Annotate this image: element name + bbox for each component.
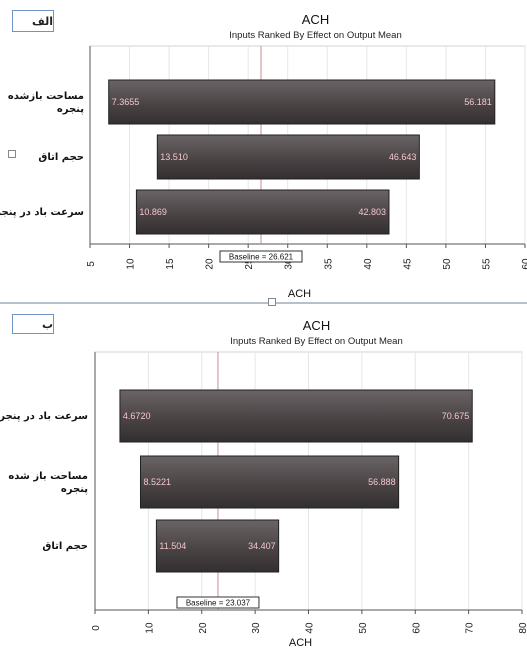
x-tick-label: 40 [305,622,316,634]
chart-subtitle: Inputs Ranked By Effect on Output Mean [229,30,402,41]
chart-subtitle: Inputs Ranked By Effect on Output Mean [230,336,403,347]
bar-high-label: 56.888 [368,477,396,487]
bar-low-label: 11.504 [159,541,186,551]
x-tick-label: 25 [244,258,255,270]
chart-title: ACH [303,318,330,333]
chart-a-svg: ACH Inputs Ranked By Effect on Output Mea… [0,12,527,300]
x-tick-label: 50 [442,258,453,270]
category-label-line: حجم اتاق [38,152,84,163]
panel-tag-a: الف [12,10,54,32]
baseline-box [176,596,260,609]
resize-handle-left[interactable] [8,150,16,158]
bar-high-label: 42.803 [358,207,386,217]
category-label: سرعت باد در پنجره [0,411,88,422]
x-tick-label: 60 [521,258,527,270]
x-tick-label: 5 [86,261,97,267]
category-label-line: حجم اتاق [42,541,88,552]
x-tick-label: 35 [323,258,334,270]
x-tick-label: 10 [144,622,155,634]
x-tick-label: 15 [165,258,176,270]
x-tick-label: 60 [411,622,422,634]
bar-high-label: 70.675 [442,411,470,421]
bar-low-label: 7.3655 [112,97,140,107]
x-tick-label: 30 [284,258,295,270]
category-label-line: مساحت بازشده [8,91,84,102]
category-label-line: پنجره [57,104,84,115]
category-label-line: سرعت باد در پنجره [0,411,88,422]
x-tick-label: 80 [518,622,527,634]
category-label-line: پنجره [61,484,88,495]
x-tick-label: 40 [363,258,374,270]
category-label: مساحت باز شده پنجره [8,471,88,495]
panel-tag-b: ب [12,314,54,334]
category-label: حجم اتاق [42,541,88,552]
tornado-bar [155,519,280,573]
baseline-label: Baseline = 23.037 [186,599,251,608]
tornado-chart-b: ACH Inputs Ranked By Effect on Output Mea… [0,308,527,653]
x-axis-title: ACH [288,288,311,300]
x-tick-label: 70 [465,622,476,634]
chart-title: ACH [302,12,329,27]
category-label: سرعت باد در پنجره [0,207,84,218]
resize-handle-bottom[interactable] [268,298,276,306]
x-tick-label: 55 [481,258,492,270]
bar-high-label: 34.407 [248,541,276,551]
bar-low-label: 13.510 [160,152,188,162]
x-tick-label: 20 [205,258,216,270]
category-label: حجم اتاق [38,152,84,163]
bar-low-label: 10.869 [139,207,167,217]
x-tick-label: 20 [198,622,209,634]
bar-high-label: 46.643 [389,152,417,162]
baseline-box [219,250,303,263]
tornado-bar [119,389,473,443]
bar-low-label: 8.5221 [143,477,171,487]
x-tick-label: 0 [91,625,102,631]
x-axis-title: ACH [289,637,312,649]
category-label-line: مساحت باز شده [8,471,88,482]
x-tick-label: 50 [358,622,369,634]
baseline-label: Baseline = 26.621 [229,253,294,262]
x-tick-label: 10 [126,258,137,270]
x-tick-label: 45 [402,258,413,270]
category-label: مساحت بازشده پنجره [8,91,84,115]
category-label-line: سرعت باد در پنجره [0,207,84,218]
tornado-bar [156,134,420,180]
panel-divider [0,302,527,304]
bar-low-label: 4.6720 [123,411,151,421]
x-tick-label: 30 [251,622,262,634]
chart-b-svg: ACH Inputs Ranked By Effect on Output Mea… [0,318,527,649]
tornado-bar [108,79,496,125]
tornado-bar [135,189,390,235]
tornado-bar [139,455,400,509]
bar-high-label: 56.181 [464,97,492,107]
tornado-chart-a: ACH Inputs Ranked By Effect on Output Mea… [0,0,527,302]
